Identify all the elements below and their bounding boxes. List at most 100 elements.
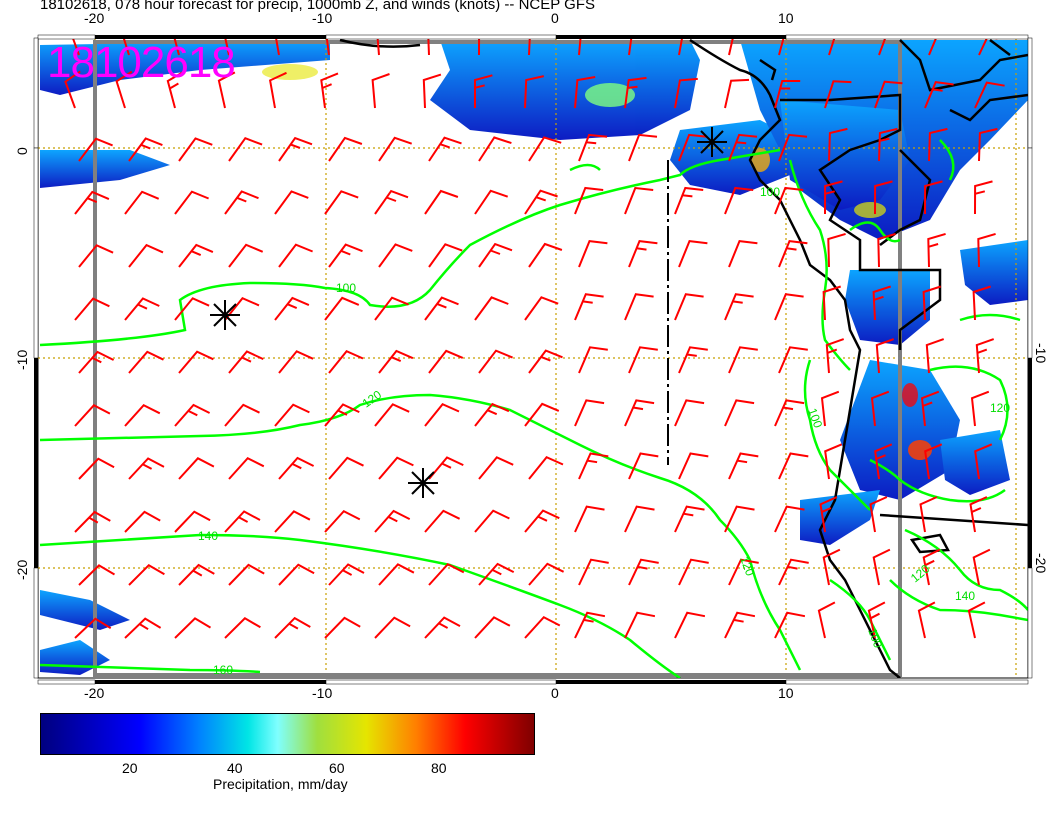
wind-barb	[320, 72, 339, 109]
wind-barb	[274, 296, 310, 321]
wind-barb	[478, 136, 512, 162]
wind-barb	[928, 127, 948, 162]
wind-barb	[478, 242, 513, 268]
wind-barb	[578, 240, 608, 268]
wind-barb	[628, 240, 658, 268]
wind-barb	[374, 189, 409, 215]
wind-barb	[674, 293, 704, 321]
wind-barb	[224, 617, 261, 639]
wind-barb	[774, 186, 804, 215]
wind-barb	[974, 443, 993, 480]
wind-barb	[378, 456, 414, 480]
wind-barb	[178, 137, 213, 162]
wind-barb	[578, 133, 608, 162]
wind-barb	[224, 38, 230, 56]
wind-barb	[674, 186, 704, 215]
wind-barb	[228, 136, 263, 162]
wind-barb	[875, 338, 895, 374]
wind-barb	[178, 563, 215, 586]
wind-barb	[674, 611, 706, 639]
wind-barb	[728, 38, 734, 56]
wind-barb	[324, 190, 359, 215]
wind-barb	[774, 399, 805, 427]
wind-barb	[867, 601, 886, 639]
wind-barb	[474, 74, 493, 108]
left-tick: -20	[14, 559, 30, 580]
wind-barb	[173, 38, 180, 56]
top-tick: 0	[551, 10, 559, 26]
wind-barb	[869, 496, 888, 533]
wind-barb	[74, 510, 111, 533]
contour-label: 120	[990, 401, 1010, 415]
wind-barb	[528, 38, 531, 56]
wind-barb	[268, 71, 287, 109]
wind-barb	[278, 456, 315, 480]
wind-barb	[624, 293, 654, 321]
axis-bars	[33, 34, 1033, 685]
wind-barb	[778, 38, 785, 56]
contour-label: 140	[198, 529, 218, 543]
wind-barb	[624, 505, 655, 533]
top-tick: -10	[312, 10, 333, 26]
geopotential-contours	[39, 139, 1028, 678]
wind-barb	[674, 399, 705, 427]
colorbar-tick: 40	[227, 760, 243, 776]
wind-barb	[324, 403, 360, 427]
wind-barb	[628, 133, 658, 162]
wind-barb	[977, 232, 996, 268]
wind-barb	[778, 346, 808, 374]
wind-barb	[825, 338, 845, 374]
wind-barb	[474, 296, 509, 321]
wind-barb	[728, 452, 759, 480]
wind-barb	[374, 296, 409, 321]
wind-barb	[122, 38, 130, 56]
wind-barb	[174, 617, 212, 639]
wind-barb	[228, 350, 264, 374]
wind-barb	[819, 496, 838, 533]
wind-barb	[678, 558, 709, 586]
wind-barb	[378, 136, 413, 162]
right-tick: -20	[1033, 553, 1049, 574]
wind-barb	[874, 180, 893, 215]
wind-barb	[524, 75, 545, 109]
wind-barb	[978, 127, 998, 162]
contour-label: 100	[805, 406, 825, 430]
wind-barb	[115, 70, 133, 109]
wind-barb	[228, 243, 264, 268]
wind-barb	[524, 296, 559, 321]
wind-barb	[124, 510, 161, 533]
wind-barb	[424, 616, 461, 639]
contour-label: 120	[737, 554, 757, 578]
wind-barb	[678, 38, 684, 56]
wind-barb	[574, 611, 606, 639]
wind-barb	[678, 346, 708, 374]
wind-barb	[64, 70, 81, 109]
wind-barb	[228, 563, 265, 586]
wind-barb	[528, 349, 563, 374]
map-title: 18102618, 078 hour forecast for precip, …	[40, 0, 595, 13]
top-tick: 10	[778, 10, 794, 26]
wind-barb	[378, 243, 413, 268]
wind-barb	[824, 443, 843, 480]
wind-barb	[424, 402, 460, 427]
wind-barb	[824, 80, 852, 109]
wind-barb	[927, 232, 946, 268]
wind-barb	[424, 509, 461, 533]
wind-barb	[128, 350, 164, 374]
wind-barb	[624, 399, 655, 427]
wind-barb	[972, 285, 992, 321]
wind-barb	[724, 399, 755, 427]
wind-barb	[824, 180, 843, 215]
wind-barb	[724, 186, 754, 215]
wind-barb	[178, 243, 214, 268]
wind-barb	[528, 455, 564, 480]
wind-barb	[724, 505, 755, 533]
wind-barb	[524, 509, 560, 533]
wind-barb	[124, 190, 160, 215]
contour-label: 100	[336, 281, 356, 295]
wind-barb	[528, 136, 562, 162]
wind-barb	[728, 133, 758, 162]
wind-barb	[275, 38, 280, 56]
wind-barb	[678, 452, 709, 480]
